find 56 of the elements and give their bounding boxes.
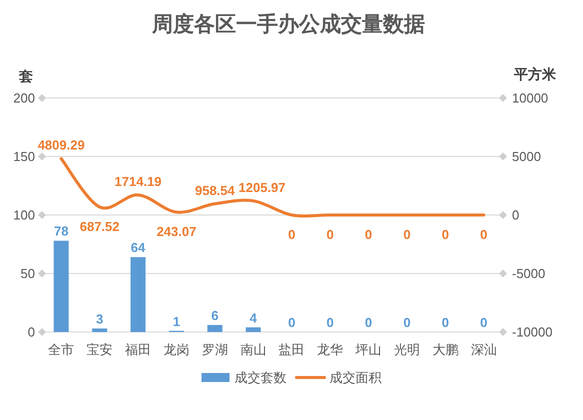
bar	[207, 324, 222, 332]
y2-axis-title: 平方米	[513, 66, 557, 82]
data-label: 3	[96, 311, 104, 326]
data-label: 0	[364, 227, 372, 242]
data-label: 958.54	[194, 182, 236, 198]
data-label: 1205.97	[238, 180, 286, 195]
data-label: 0	[480, 227, 488, 242]
data-label: 1714.19	[114, 174, 162, 189]
legend-label: 成交面积	[330, 370, 382, 385]
data-label: 0	[442, 315, 449, 330]
x-tick-label: 大鹏	[432, 342, 458, 357]
y2-tick-label: 10000	[512, 90, 548, 106]
y-tick-label: 50	[20, 266, 35, 281]
data-label: 78	[54, 224, 68, 239]
x-tick-label: 南山	[240, 342, 266, 357]
data-label: 0	[442, 227, 449, 242]
y-tick-label: 200	[13, 90, 35, 106]
x-tick-label: 深汕	[470, 342, 497, 357]
bar	[54, 240, 69, 332]
data-label: 0	[403, 315, 411, 330]
chart-title: 周度各区一手办公成交量数据	[151, 12, 425, 36]
data-label: 0	[288, 227, 296, 242]
data-label: 0	[288, 315, 296, 330]
y-tick-label: 150	[13, 149, 35, 164]
y-axis-title: 套	[18, 68, 33, 84]
data-label: 0	[326, 227, 334, 242]
data-label: 687.52	[80, 218, 120, 234]
x-tick-label: 光明	[394, 342, 420, 357]
y-tick-label: 0	[28, 324, 35, 340]
y2-tick-label: -10000	[512, 324, 552, 340]
legend-label: 成交套数	[234, 370, 286, 385]
data-label: 0	[480, 315, 488, 330]
data-label: 4809.29	[38, 138, 85, 153]
data-label: 64	[130, 240, 146, 256]
y-tick-label: 100	[13, 208, 35, 222]
data-label: 1	[172, 314, 180, 329]
data-label: 4	[250, 310, 258, 326]
y2-tick-label: 5000	[512, 149, 541, 164]
x-tick-label: 龙岗	[163, 342, 190, 357]
x-tick-label: 罗湖	[202, 342, 228, 357]
data-label: 243.07	[156, 224, 196, 240]
data-label: 6	[211, 308, 218, 323]
x-tick-label: 坪山	[354, 342, 382, 357]
data-label: 0	[403, 227, 411, 242]
data-label: 0	[364, 315, 372, 330]
x-tick-label: 全市	[48, 342, 74, 357]
x-tick-label: 龙华	[317, 342, 344, 357]
bar	[130, 257, 146, 332]
x-tick-label: 福田	[125, 342, 152, 357]
y2-tick-label: 0	[512, 208, 520, 222]
data-label: 0	[326, 315, 334, 330]
x-tick-label: 宝安	[86, 342, 113, 357]
y2-tick-label: -5000	[512, 266, 546, 281]
bar	[92, 328, 108, 332]
bar	[246, 327, 261, 332]
x-tick-label: 盐田	[278, 342, 305, 357]
